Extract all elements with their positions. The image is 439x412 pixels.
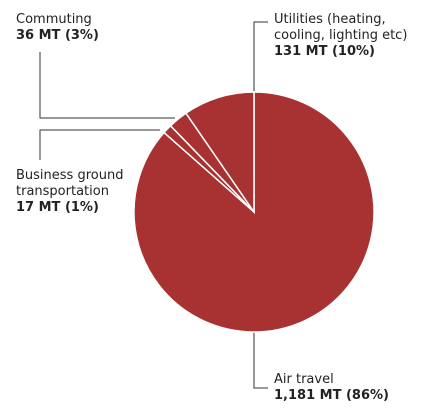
leader-line (253, 330, 268, 389)
slice-label: Business ground transportation 17 MT (1%) (16, 168, 136, 216)
label-name: Business ground transportation (16, 168, 124, 199)
leader-line (253, 21, 268, 95)
label-value: 17 MT (1%) (16, 200, 99, 215)
leader-line (39, 52, 175, 119)
pie-slice (184, 91, 255, 215)
slice-label: Utilities (heating, cooling, lighting et… (274, 12, 436, 60)
slice-label: Commuting 36 MT (3%) (16, 12, 156, 44)
label-value: 36 MT (3%) (16, 28, 99, 43)
leader-line (39, 129, 160, 160)
label-value: 131 MT (10%) (274, 44, 375, 59)
label-value: 1,181 MT (86%) (274, 388, 389, 403)
label-name: Air travel (274, 372, 334, 387)
slice-label: Air travel 1,181 MT (86%) (274, 372, 434, 404)
label-name: Utilities (heating, cooling, lighting et… (274, 12, 408, 43)
label-name: Commuting (16, 12, 92, 27)
